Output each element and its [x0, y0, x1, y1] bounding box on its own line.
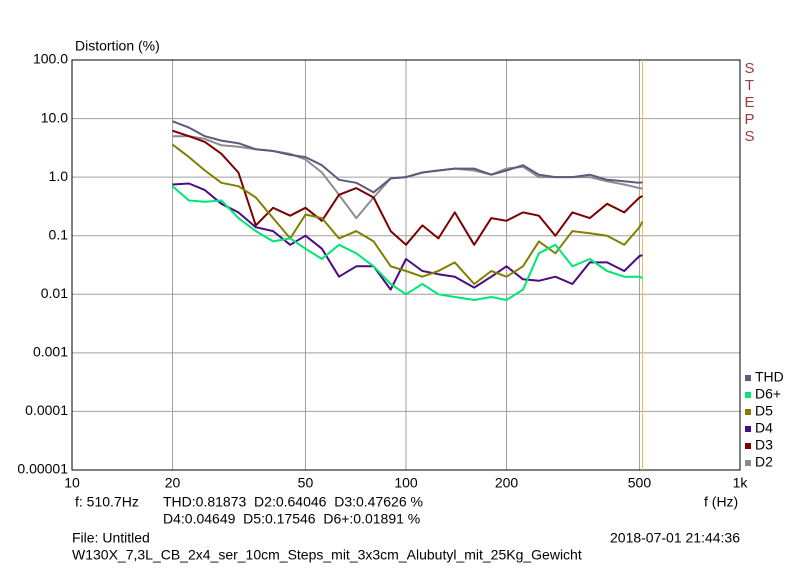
legend-swatch — [745, 460, 751, 466]
x-tick-label: 50 — [298, 475, 314, 491]
y-tick-label: 0.1 — [49, 226, 69, 242]
y-tick-label: 0.00001 — [17, 461, 68, 477]
legend-label: D3 — [755, 437, 773, 453]
legend-label: D6+ — [755, 386, 781, 402]
y-tick-label: 0.01 — [41, 285, 68, 301]
timestamp: 2018-07-01 21:44:36 — [610, 530, 740, 546]
x-tick-label: 200 — [495, 475, 519, 491]
file-label: File: Untitled — [72, 530, 150, 546]
y-tick-label: 10.0 — [41, 109, 68, 125]
legend-swatch — [745, 375, 751, 381]
x-tick-label: 500 — [628, 475, 652, 491]
plot-border — [71, 59, 741, 471]
x-axis-label: f (Hz) — [704, 494, 738, 510]
series-line — [172, 182, 643, 291]
description: W130X_7,3L_CB_2x4_ser_10cm_Steps_mit_3x3… — [72, 547, 582, 563]
x-tick-label: 20 — [165, 475, 181, 491]
legend-swatch — [745, 426, 751, 432]
y-tick-label: 100.0 — [33, 51, 68, 67]
series-line — [172, 120, 643, 194]
x-tick-label: 10 — [64, 475, 80, 491]
legend-swatch — [745, 392, 751, 398]
legend-label: D5 — [755, 403, 773, 419]
legend-label: THD — [755, 369, 784, 385]
series-line — [172, 129, 643, 246]
legend-swatch — [745, 443, 751, 449]
y-tick-label: 1.0 — [49, 168, 69, 184]
side-label: STEPS — [741, 60, 758, 145]
x-tick-label: 1k — [733, 475, 749, 491]
y-tick-label: 0.0001 — [25, 402, 68, 418]
cursor-label: f: 510.7Hz — [75, 494, 139, 510]
series-line — [171, 143, 644, 285]
legend-label: D4 — [755, 420, 773, 436]
legend-label: D2 — [755, 454, 773, 470]
y-tick-label: 0.001 — [33, 344, 68, 360]
x-tick-label: 100 — [394, 475, 418, 491]
y-axis-label: Distortion (%) — [75, 38, 160, 54]
legend-swatch — [745, 409, 751, 415]
readout: D4:0.04649 D5:0.17546 D6+:0.01891 % — [163, 511, 420, 527]
series-line — [171, 185, 643, 301]
readout: THD:0.81873 D2:0.64046 D3:0.47626 % — [163, 494, 423, 510]
